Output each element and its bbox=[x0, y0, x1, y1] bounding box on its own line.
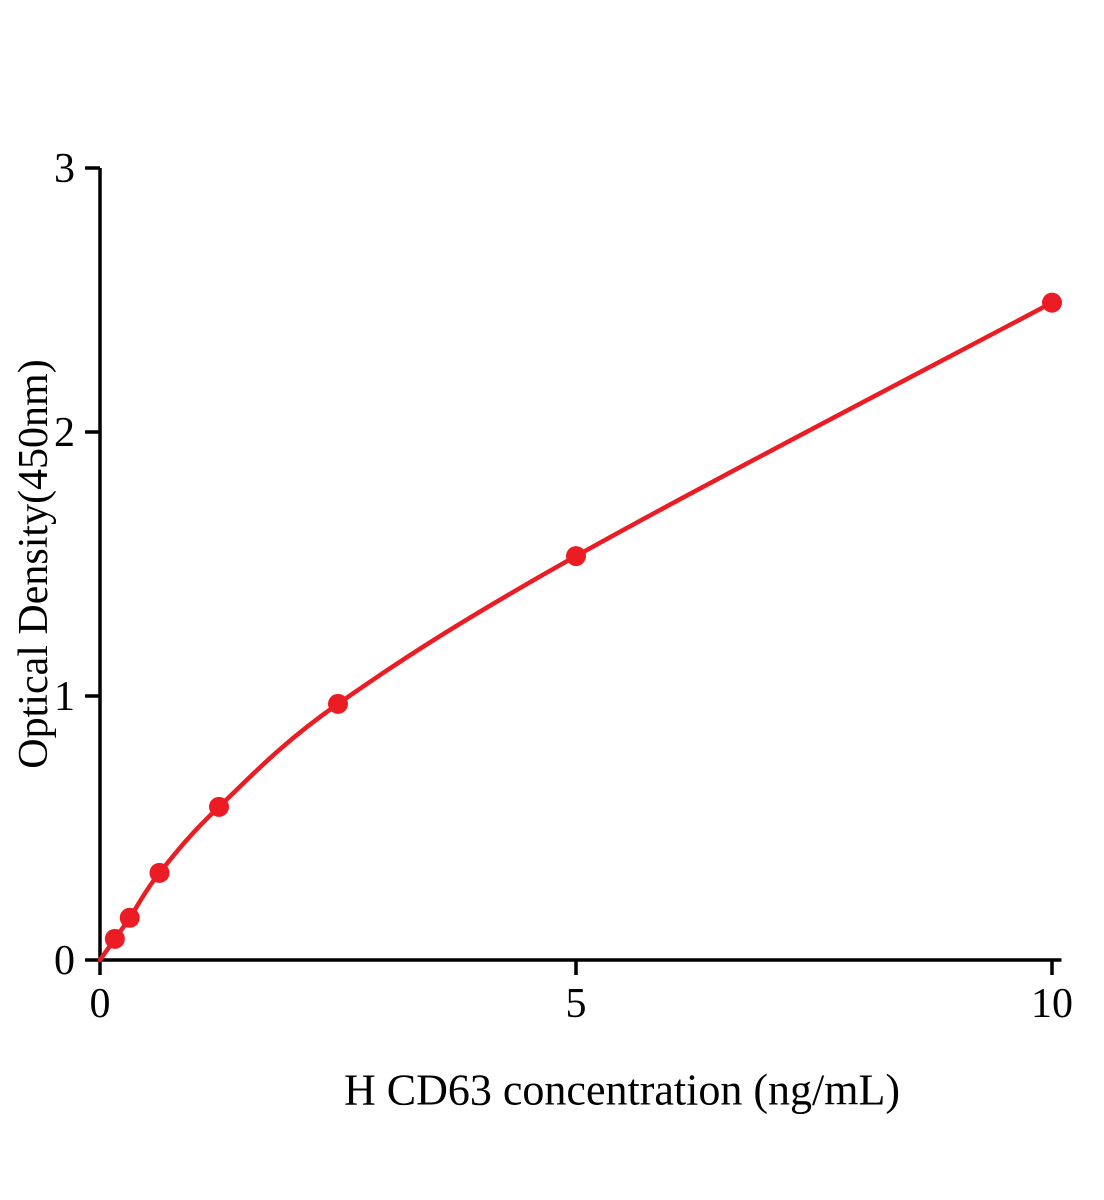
data-point bbox=[209, 796, 229, 817]
data-point bbox=[149, 862, 170, 883]
y-tick-label: 0 bbox=[54, 938, 75, 984]
data-point bbox=[1042, 292, 1062, 313]
fit-curve bbox=[97, 300, 1055, 963]
data-point bbox=[566, 546, 586, 567]
x-tick-label: 10 bbox=[1031, 981, 1073, 1027]
y-axis-title: Optical Density(450nm) bbox=[11, 359, 57, 769]
data-point bbox=[328, 693, 348, 714]
x-tick-label: 0 bbox=[90, 981, 111, 1027]
data-point bbox=[104, 928, 125, 949]
y-tick-label: 3 bbox=[54, 146, 75, 192]
y-tick-label: 1 bbox=[54, 674, 75, 720]
y-tick-label: 2 bbox=[54, 410, 75, 456]
x-tick-label: 5 bbox=[566, 981, 587, 1027]
data-point bbox=[119, 907, 140, 928]
x-axis-title: H CD63 concentration (ng/mL) bbox=[344, 1065, 900, 1115]
